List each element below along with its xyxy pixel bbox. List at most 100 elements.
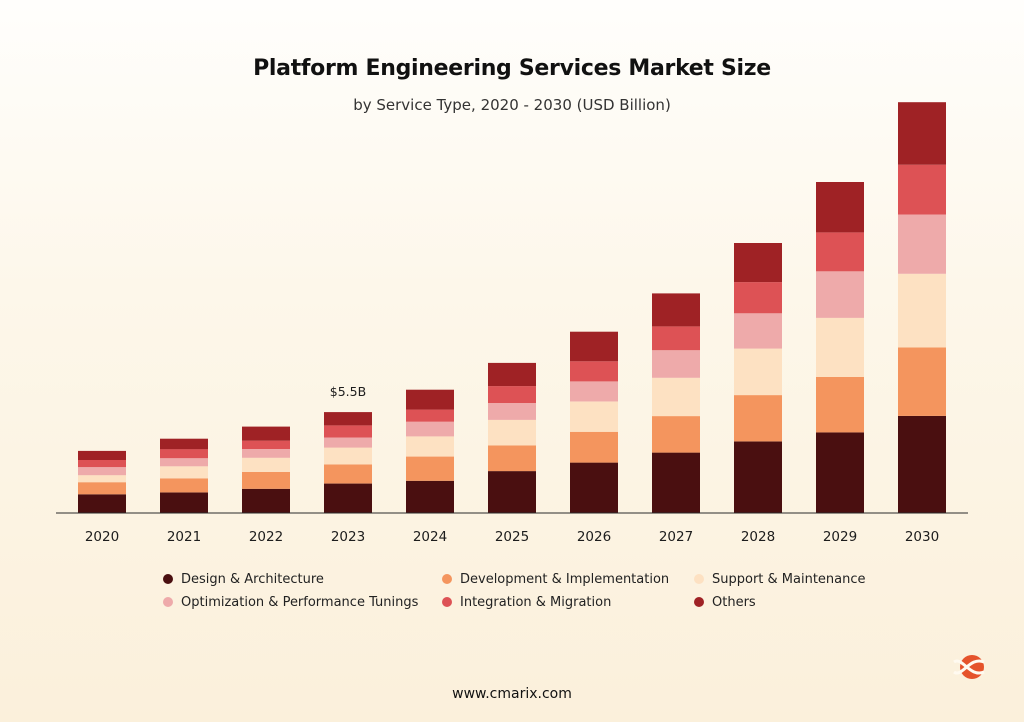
bar-segment-others-2021 (160, 438, 208, 450)
legend-item-support-maintenance: Support & Maintenance (694, 571, 894, 587)
bar-segment-support-maintenance-2021 (160, 466, 208, 479)
bar-segment-support-maintenance-2028 (734, 348, 782, 396)
bar-segment-optimization-performance-tunings-2020 (78, 467, 126, 476)
bar-segment-development-implementation-2025 (488, 445, 536, 472)
bar-segment-others-2028 (734, 243, 782, 283)
legend-swatch (163, 597, 173, 607)
bar-segment-design-architecture-2030 (898, 415, 946, 513)
bar-segment-optimization-performance-tunings-2027 (652, 350, 700, 378)
bar-segment-support-maintenance-2030 (898, 273, 946, 348)
bar-segment-design-architecture-2022 (242, 488, 290, 513)
bar-segment-optimization-performance-tunings-2021 (160, 458, 208, 467)
bar-segment-design-architecture-2020 (78, 494, 126, 513)
bar-segment-support-maintenance-2020 (78, 475, 126, 483)
bar-segment-optimization-performance-tunings-2030 (898, 214, 946, 274)
bar-segment-optimization-performance-tunings-2022 (242, 448, 290, 458)
bar-segment-integration-migration-2026 (570, 361, 618, 382)
bar-segment-development-implementation-2027 (652, 416, 700, 453)
legend-swatch (694, 597, 704, 607)
legend-item-design-architecture: Design & Architecture (163, 571, 442, 587)
bar-segment-development-implementation-2023 (324, 464, 372, 484)
x-tick-label-2027: 2027 (659, 529, 693, 545)
bar-segment-others-2020 (78, 450, 126, 460)
x-tick-label-2025: 2025 (495, 529, 529, 545)
chart-legend: Design & Architecture Development & Imple… (163, 571, 903, 610)
bar-segment-integration-migration-2023 (324, 425, 372, 438)
bar-segment-development-implementation-2021 (160, 478, 208, 493)
footer-url[interactable]: www.cmarix.com (452, 686, 572, 702)
bar-segment-design-architecture-2027 (652, 452, 700, 513)
x-tick-label-2023: 2023 (331, 529, 365, 545)
x-tick-label-2024: 2024 (413, 529, 447, 545)
x-tick-label-2021: 2021 (167, 529, 201, 545)
bar-segment-others-2029 (816, 182, 864, 233)
bar-segment-development-implementation-2030 (898, 347, 946, 416)
bar-segment-integration-migration-2028 (734, 282, 782, 314)
bar-segment-support-maintenance-2027 (652, 377, 700, 417)
bar-segment-others-2024 (406, 389, 454, 410)
x-tick-label-2022: 2022 (249, 529, 283, 545)
legend-label: Development & Implementation (460, 571, 670, 587)
bar-segment-others-2030 (898, 102, 946, 165)
x-tick-label-2030: 2030 (905, 529, 939, 545)
bar-segment-design-architecture-2024 (406, 480, 454, 513)
legend-label: Design & Architecture (181, 571, 324, 587)
bar-segment-design-architecture-2028 (734, 441, 782, 513)
legend-swatch (442, 597, 452, 607)
legend-swatch (694, 574, 704, 584)
bar-segment-integration-migration-2025 (488, 386, 536, 403)
bar-segment-others-2023 (324, 412, 372, 426)
bar-segment-integration-migration-2027 (652, 326, 700, 351)
x-tick-label-2029: 2029 (823, 529, 857, 545)
bar-segment-optimization-performance-tunings-2024 (406, 421, 454, 437)
bar-segment-support-maintenance-2024 (406, 436, 454, 457)
bar-segment-development-implementation-2022 (242, 471, 290, 489)
legend-item-integration-migration: Integration & Migration (442, 594, 694, 610)
x-tick-label-2028: 2028 (741, 529, 775, 545)
bar-segment-integration-migration-2020 (78, 460, 126, 468)
bar-segment-development-implementation-2028 (734, 395, 782, 442)
bar-segment-optimization-performance-tunings-2025 (488, 403, 536, 420)
legend-item-others: Others (694, 594, 894, 610)
bar-segment-optimization-performance-tunings-2023 (324, 437, 372, 448)
bar-segment-development-implementation-2026 (570, 431, 618, 463)
x-tick-label-2020: 2020 (85, 529, 119, 545)
bar-segment-development-implementation-2029 (816, 377, 864, 433)
bar-segment-integration-migration-2021 (160, 449, 208, 459)
legend-label: Integration & Migration (460, 594, 612, 610)
bar-segment-integration-migration-2030 (898, 164, 946, 215)
bar-segment-integration-migration-2022 (242, 440, 290, 449)
bar-segment-others-2025 (488, 362, 536, 387)
legend-label: Support & Maintenance (712, 571, 866, 587)
bar-segment-support-maintenance-2023 (324, 447, 372, 465)
bar-segment-design-architecture-2025 (488, 471, 536, 513)
legend-swatch (442, 574, 452, 584)
bar-segment-design-architecture-2021 (160, 492, 208, 513)
legend-item-development-implementation: Development & Implementation (442, 571, 694, 587)
stacked-bar-chart: 2020 2021 2022 2023 $5.5B 2024 2025 2026 2027 202… (56, 102, 968, 545)
legend-label: Others (712, 594, 756, 610)
x-tick-label-2026: 2026 (577, 529, 611, 545)
cmarix-logo-icon (953, 655, 985, 679)
bar-segment-development-implementation-2024 (406, 456, 454, 481)
bar-segment-support-maintenance-2022 (242, 457, 290, 472)
bar-segment-integration-migration-2029 (816, 232, 864, 272)
legend-swatch (163, 574, 173, 584)
bar-segment-optimization-performance-tunings-2028 (734, 313, 782, 349)
bar-segment-design-architecture-2029 (816, 432, 864, 513)
bar-segment-others-2027 (652, 293, 700, 327)
bar-segment-support-maintenance-2029 (816, 318, 864, 377)
bar-segment-design-architecture-2023 (324, 483, 372, 513)
legend-item-optimization-performance-tunings: Optimization & Performance Tunings (163, 594, 442, 610)
bar-segment-integration-migration-2024 (406, 409, 454, 422)
bar-segment-support-maintenance-2026 (570, 401, 618, 432)
bar-segment-others-2026 (570, 331, 618, 362)
bar-segment-design-architecture-2026 (570, 462, 618, 513)
chart-title: Platform Engineering Services Market Siz… (253, 56, 771, 81)
bar-segment-others-2022 (242, 426, 290, 441)
bar-segment-support-maintenance-2025 (488, 419, 536, 446)
bar-segment-optimization-performance-tunings-2029 (816, 271, 864, 318)
data-label-2023: $5.5B (330, 384, 366, 399)
chart-subtitle: by Service Type, 2020 - 2030 (USD Billio… (353, 96, 671, 114)
legend-label: Optimization & Performance Tunings (181, 594, 419, 610)
